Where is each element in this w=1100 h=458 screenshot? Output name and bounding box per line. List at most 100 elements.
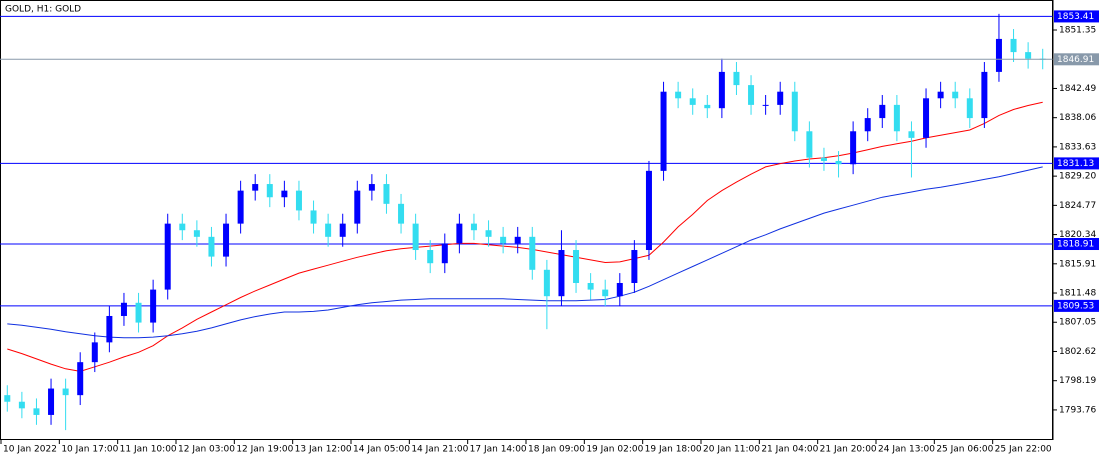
candle-body xyxy=(91,342,98,363)
candle-body xyxy=(295,190,302,211)
y-tick-label: 1793.76 xyxy=(1059,405,1096,415)
candle-body xyxy=(281,190,288,198)
candle-body xyxy=(193,230,200,237)
moving-average-line xyxy=(7,166,1043,339)
candle-body xyxy=(908,131,915,138)
candle-body xyxy=(77,362,84,396)
x-tick-label: 14 Jan 05:00 xyxy=(353,445,410,455)
x-tick-label: 21 Jan 20:00 xyxy=(820,445,877,455)
candle-body xyxy=(18,401,25,409)
level-label-box xyxy=(1054,299,1099,312)
candle-body xyxy=(368,184,375,191)
candle-body xyxy=(923,98,930,138)
candle-body xyxy=(383,184,390,204)
candle-body xyxy=(529,236,536,270)
candle-body xyxy=(981,71,988,119)
level-label-box xyxy=(1054,238,1099,251)
candle-body xyxy=(791,91,798,132)
candle-body xyxy=(806,131,813,158)
candle-body xyxy=(675,91,682,99)
candle-body xyxy=(106,315,113,343)
y-tick-label: 1824.77 xyxy=(1059,201,1096,211)
y-tick-label: 1811.48 xyxy=(1059,289,1096,299)
candle-body xyxy=(966,98,973,119)
level-label: 1831.13 xyxy=(1057,159,1094,169)
chart-title: GOLD, H1: GOLD xyxy=(5,5,81,15)
candle-body xyxy=(398,203,405,224)
candle-body xyxy=(339,223,346,237)
candle-body xyxy=(587,282,594,290)
candle-body xyxy=(748,85,755,105)
candle-body xyxy=(689,98,696,105)
x-tick-label: 13 Jan 12:00 xyxy=(295,445,352,455)
level-label-box xyxy=(1054,157,1099,170)
candle-body xyxy=(237,190,244,224)
candle-body xyxy=(995,38,1002,72)
x-tick-label: 10 Jan 17:00 xyxy=(61,445,118,455)
candle-body xyxy=(412,223,419,251)
y-tick-label: 1838.06 xyxy=(1059,113,1096,123)
candle-body xyxy=(952,91,959,99)
level-label: 1809.53 xyxy=(1057,301,1094,311)
candle-body xyxy=(893,104,900,132)
candle-body xyxy=(937,91,944,99)
candle-body xyxy=(223,223,230,257)
y-tick-label: 1798.19 xyxy=(1059,376,1096,386)
candle-body xyxy=(325,223,332,237)
candle-body xyxy=(485,230,492,237)
candle-body xyxy=(835,160,842,165)
x-tick-label: 12 Jan 03:00 xyxy=(178,445,235,455)
candle-body xyxy=(4,395,11,402)
candle-body xyxy=(456,223,463,244)
candle-body xyxy=(704,104,711,109)
candle-body xyxy=(864,118,871,132)
x-tick-label: 19 Jan 02:00 xyxy=(586,445,643,455)
x-tick-label: 24 Jan 13:00 xyxy=(878,445,935,455)
candle-body xyxy=(266,184,273,198)
candle-body xyxy=(602,289,609,297)
x-tick-label: 10 Jan 2022 xyxy=(3,445,57,455)
candle-body xyxy=(179,223,186,231)
moving-average-line xyxy=(7,101,1043,372)
candle-body xyxy=(62,388,69,396)
x-tick-label: 25 Jan 06:00 xyxy=(936,445,993,455)
y-tick-label: 1833.63 xyxy=(1059,142,1096,152)
candle-body xyxy=(631,250,638,283)
candle-body xyxy=(573,250,580,283)
x-tick-label: 18 Jan 09:00 xyxy=(528,445,585,455)
candle-body xyxy=(777,91,784,105)
candle-body xyxy=(762,104,769,106)
candle-body xyxy=(558,250,565,297)
price-label: 1846.91 xyxy=(1057,55,1094,65)
candle-body xyxy=(427,250,434,264)
level-label: 1818.91 xyxy=(1057,240,1094,250)
candle-body xyxy=(616,282,623,297)
x-tick-label: 20 Jan 11:00 xyxy=(703,445,760,455)
price-label-box xyxy=(1054,53,1099,66)
y-tick-label: 1807.05 xyxy=(1059,318,1096,328)
x-tick-label: 21 Jan 04:00 xyxy=(761,445,818,455)
candle-body xyxy=(645,170,652,251)
x-tick-label: 11 Jan 10:00 xyxy=(120,445,177,455)
candle-body xyxy=(543,269,550,297)
candle-body xyxy=(135,302,142,323)
candle-body xyxy=(354,190,361,224)
candle-body xyxy=(733,71,740,86)
y-tick-label: 1820.34 xyxy=(1059,230,1096,240)
candle-body xyxy=(208,236,215,257)
candle-body xyxy=(33,408,40,415)
candle-body xyxy=(1025,52,1032,59)
candle-body xyxy=(660,91,667,171)
level-label: 1853.41 xyxy=(1057,12,1094,22)
y-tick-label: 1802.62 xyxy=(1059,347,1096,357)
x-tick-label: 19 Jan 18:00 xyxy=(645,445,702,455)
candle-body xyxy=(514,236,521,244)
plot-frame xyxy=(0,0,1053,440)
candle-body xyxy=(820,157,827,161)
candle-body xyxy=(150,289,157,323)
candle-body xyxy=(310,210,317,224)
candle-body xyxy=(120,302,127,316)
candle-body xyxy=(718,71,725,109)
candle-body xyxy=(164,223,171,290)
